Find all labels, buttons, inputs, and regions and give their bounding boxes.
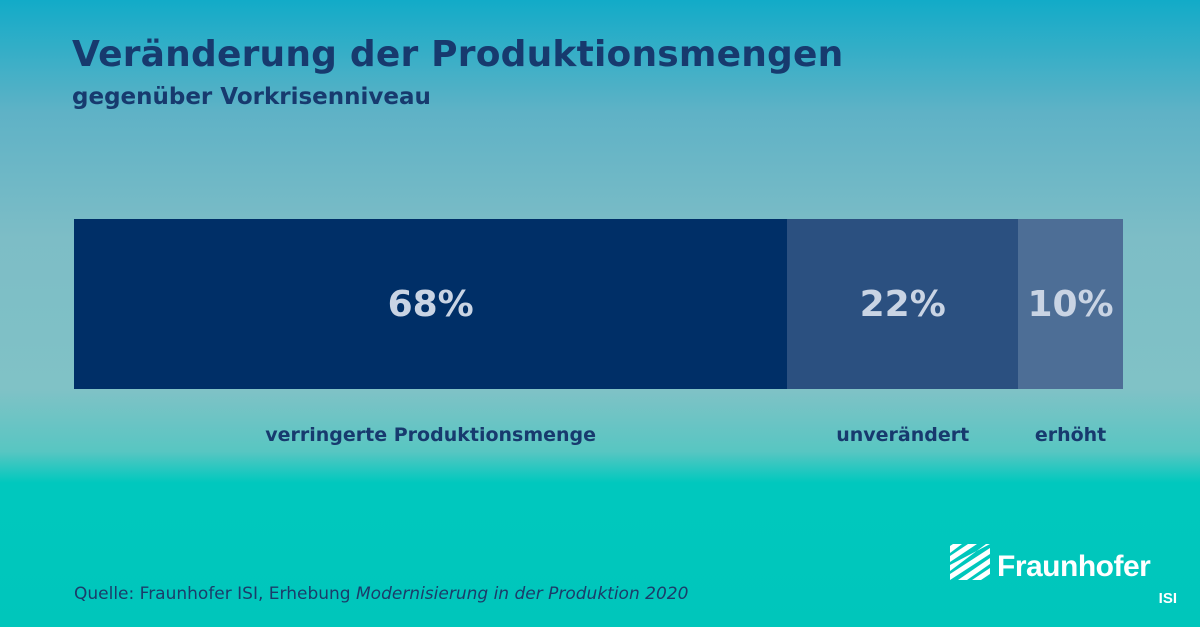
- category-label: erhöht: [1034, 424, 1107, 446]
- bar-segment: 10%: [1018, 219, 1123, 389]
- chart-subtitle: gegenüber Vorkrisenniveau: [72, 84, 431, 110]
- logo-name: Fraunhofer: [997, 550, 1151, 583]
- fraunhofer-logo-icon: [950, 544, 990, 580]
- stacked-bar: 68% 22% 10%: [74, 219, 1123, 389]
- bar-value-label: 10%: [1027, 283, 1114, 325]
- source-note: Quelle: Fraunhofer ISI, Erhebung Moderni…: [74, 584, 688, 604]
- logo-unit: ISI: [1158, 590, 1177, 607]
- bar-value-label: 68%: [387, 283, 474, 325]
- fraunhofer-logo: Fraunhofer ISI: [950, 544, 1180, 614]
- chart-title: Veränderung der Produktionsmengen: [72, 34, 844, 75]
- bar-segment: 22%: [787, 219, 1019, 389]
- category-label: verringerte Produktionsmenge: [265, 424, 597, 446]
- source-prefix: Quelle: Fraunhofer ISI, Erhebung: [74, 584, 351, 604]
- category-label: unverändert: [836, 424, 970, 446]
- bar-segment: 68%: [74, 219, 788, 389]
- bar-value-label: 22%: [859, 283, 946, 325]
- source-work: Modernisierung in der Produktion 2020: [356, 584, 689, 604]
